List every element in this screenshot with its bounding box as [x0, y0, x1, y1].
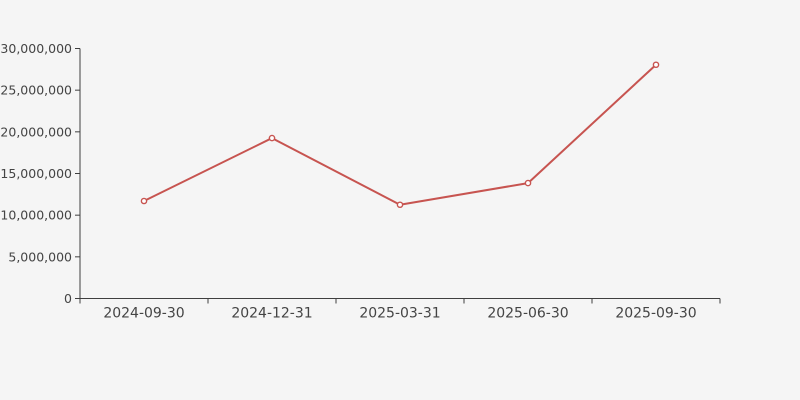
data-point-marker[interactable]	[268, 134, 276, 142]
data-point-marker[interactable]	[524, 179, 532, 187]
y-tick-label: 25,000,000	[0, 83, 72, 98]
data-point-marker[interactable]	[396, 201, 404, 209]
y-tick-label: 20,000,000	[0, 124, 72, 139]
y-tick-label: 15,000,000	[0, 166, 72, 181]
data-point-marker[interactable]	[652, 61, 660, 69]
x-tick-label: 2024-12-31	[231, 306, 312, 322]
x-tick-label: 2025-03-31	[359, 306, 440, 322]
x-tick-label: 2025-09-30	[615, 306, 696, 322]
y-tick-label: 0	[64, 291, 72, 306]
y-tick-label: 30,000,000	[0, 41, 72, 56]
series-line	[143, 63, 657, 206]
x-tick-label: 2024-09-30	[103, 306, 184, 322]
y-tick-label: 5,000,000	[8, 249, 72, 264]
y-tick-label: 10,000,000	[0, 208, 72, 223]
data-point-marker[interactable]	[140, 197, 148, 205]
x-tick-label: 2025-06-30	[487, 306, 568, 322]
